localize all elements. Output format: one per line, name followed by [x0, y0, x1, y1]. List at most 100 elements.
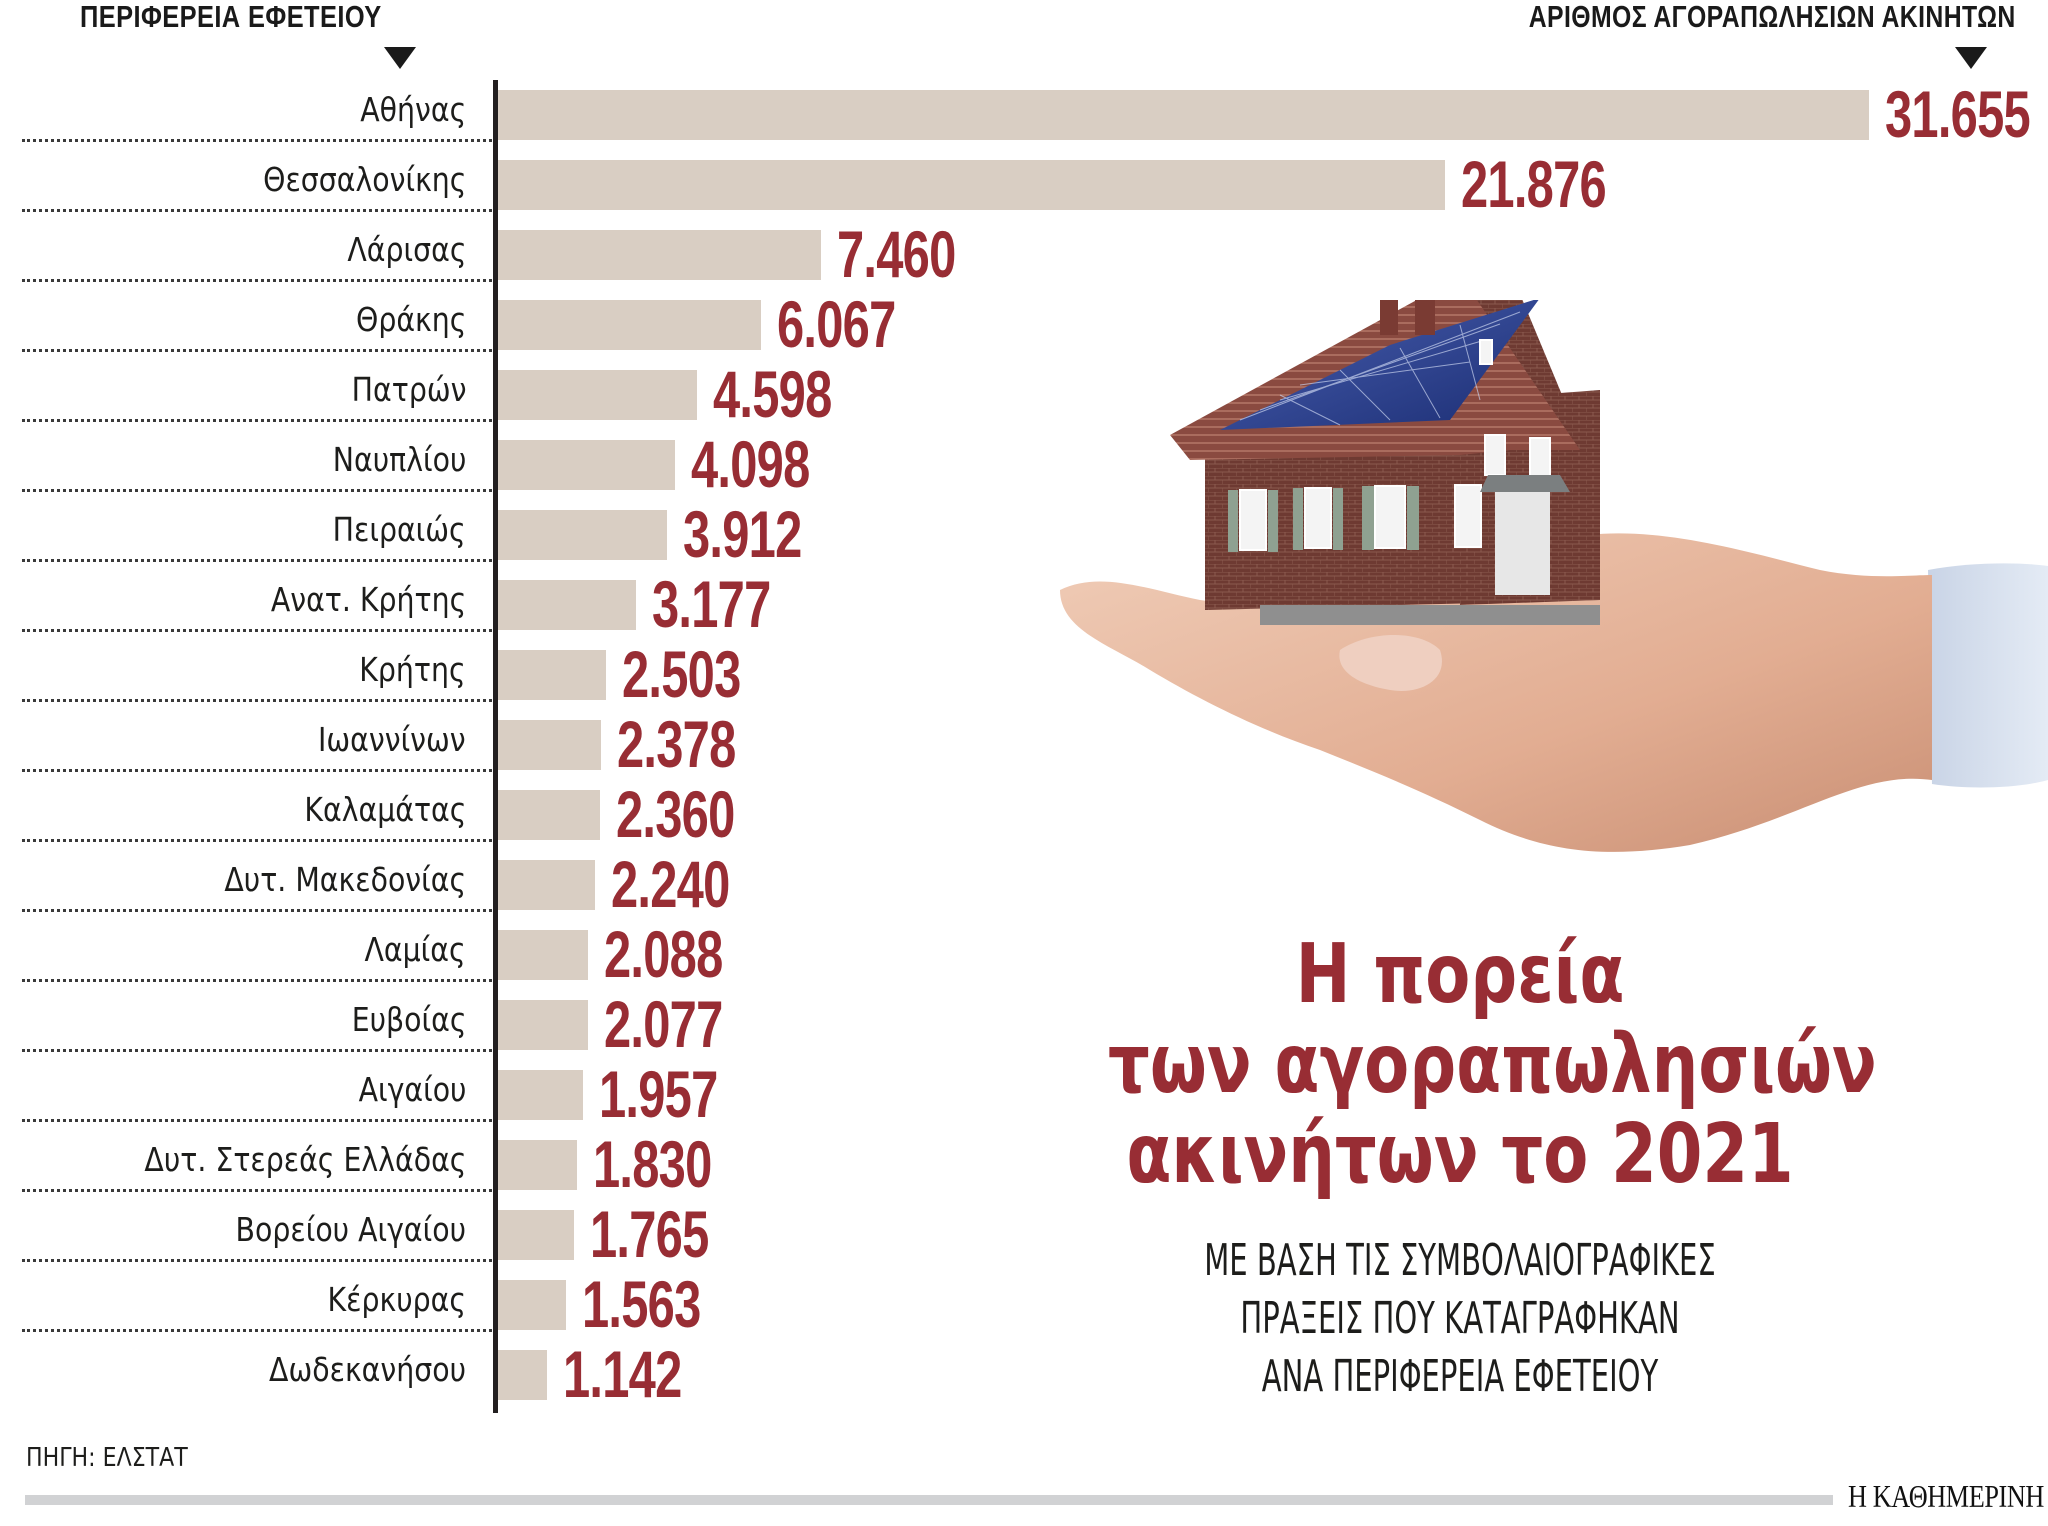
category-label: Αιγαίου	[358, 1070, 466, 1109]
value-label: 7.460	[837, 217, 956, 291]
chart-title: Η πορεία των αγοραπωλησιών ακινήτων το 2…	[1020, 930, 1900, 1200]
value-label: 4.098	[691, 427, 810, 501]
y-axis-line	[493, 80, 498, 1413]
row-divider	[22, 1049, 492, 1052]
bar	[498, 370, 697, 420]
value-label: 1.765	[590, 1197, 709, 1271]
row-divider	[22, 349, 492, 352]
bar-row: Αθήνας 31.655	[0, 80, 2048, 150]
value-label: 2.240	[611, 847, 730, 921]
bar	[498, 930, 588, 980]
row-divider	[22, 419, 492, 422]
row-divider	[22, 909, 492, 912]
category-label: Λαμίας	[364, 930, 466, 969]
value-label: 2.503	[622, 637, 741, 711]
bar	[498, 1350, 547, 1400]
x-axis-header: ΑΡΙΘΜΟΣ ΑΓΟΡΑΠΩΛΗΣΙΩΝ ΑΚΙΝΗΤΩΝ	[1529, 0, 2016, 34]
bar-row: Λαμίας 2.088	[0, 920, 2048, 990]
value-label: 1.563	[582, 1267, 701, 1341]
category-label: Πατρών	[351, 370, 466, 409]
bar	[498, 90, 1869, 140]
value-label: 21.876	[1461, 147, 1607, 221]
category-label: Κρήτης	[359, 650, 466, 689]
row-divider	[22, 559, 492, 562]
chart-subtitle: ΜΕ ΒΑΣΗ ΤΙΣ ΣΥΜΒΟΛΑΙΟΓΡΑΦΙΚΕΣ ΠΡΑΞΕΙΣ ΠΟ…	[1020, 1232, 1900, 1406]
row-divider	[22, 1329, 492, 1332]
source-note: ΠΗΓΗ: ΕΛΣΤΑΤ	[26, 1443, 188, 1473]
row-divider	[22, 279, 492, 282]
value-label: 1.830	[593, 1127, 712, 1201]
category-label: Βορείου Αιγαίου	[235, 1210, 466, 1249]
bar	[498, 790, 600, 840]
bar-row: Ιωαννίνων 2.378	[0, 710, 2048, 780]
category-label: Ευβοίας	[351, 1000, 466, 1039]
bar-row: Δυτ. Μακεδονίας 2.240	[0, 850, 2048, 920]
title-line-1: Η πορεία	[1295, 927, 1625, 1022]
row-divider	[22, 1259, 492, 1262]
row-divider	[22, 629, 492, 632]
bar-row: Αιγαίου 1.957	[0, 1060, 2048, 1130]
category-label: Ναυπλίου	[332, 440, 466, 479]
bar	[498, 720, 601, 770]
subtitle-line-1: ΜΕ ΒΑΣΗ ΤΙΣ ΣΥΜΒΟΛΑΙΟΓΡΑΦΙΚΕΣ	[1204, 1235, 1716, 1286]
title-line-3: ακινήτων το 2021	[1126, 1107, 1794, 1202]
bar-row: Κέρκυρας 1.563	[0, 1270, 2048, 1340]
value-label: 3.912	[683, 497, 802, 571]
row-divider	[22, 769, 492, 772]
triangle-down-icon	[384, 47, 416, 69]
footer-rule	[25, 1495, 1833, 1505]
category-label: Ανατ. Κρήτης	[270, 580, 466, 619]
bar	[498, 860, 595, 910]
house-in-hand-illustration	[1060, 300, 2048, 852]
bar	[498, 1210, 574, 1260]
bar	[498, 230, 821, 280]
subtitle-line-2: ΠΡΑΞΕΙΣ ΠΟΥ ΚΑΤΑΓΡΑΦΗΚΑΝ	[1240, 1293, 1680, 1344]
triangle-down-icon	[1955, 47, 1987, 69]
value-label: 31.655	[1885, 77, 2031, 151]
publisher-logo: Η ΚΑΘΗΜΕΡΙΝΗ	[1848, 1478, 2044, 1514]
row-divider	[22, 979, 492, 982]
bar	[498, 160, 1445, 210]
category-label: Δυτ. Μακεδονίας	[224, 860, 466, 899]
category-label: Θράκης	[355, 300, 466, 339]
category-label: Καλαμάτας	[303, 790, 466, 829]
bar-row: Λάρισας 7.460	[0, 220, 2048, 290]
category-label: Δυτ. Στερεάς Ελλάδας	[143, 1140, 466, 1179]
bar-row: Πατρών 4.598	[0, 360, 2048, 430]
value-label: 2.077	[604, 987, 723, 1061]
bar	[498, 580, 636, 630]
bar-row: Κρήτης 2.503	[0, 640, 2048, 710]
value-label: 2.378	[617, 707, 736, 781]
category-label: Θεσσαλονίκης	[262, 160, 466, 199]
row-divider	[22, 1119, 492, 1122]
bar	[498, 1140, 577, 1190]
value-label: 6.067	[777, 287, 896, 361]
bar	[498, 1000, 588, 1050]
value-label: 1.142	[563, 1337, 682, 1411]
bar	[498, 650, 606, 700]
bar	[498, 510, 667, 560]
title-line-2: των αγοραπωλησιών	[1108, 1017, 1877, 1112]
category-label: Αθήνας	[360, 90, 466, 129]
bar-row: Βορείου Αιγαίου 1.765	[0, 1200, 2048, 1270]
bar-row: Πειραιώς 3.912	[0, 500, 2048, 570]
category-label: Δωδεκανήσου	[269, 1350, 466, 1389]
bar-row: Ευβοίας 2.077	[0, 990, 2048, 1060]
bar	[498, 1280, 566, 1330]
value-label: 1.957	[599, 1057, 718, 1131]
value-label: 4.598	[713, 357, 832, 431]
row-divider	[22, 839, 492, 842]
y-axis-header: ΠΕΡΙΦΕΡΕΙΑ ΕΦΕΤΕΙΟΥ	[80, 0, 382, 34]
row-divider	[22, 489, 492, 492]
category-label: Κέρκυρας	[327, 1280, 466, 1319]
value-label: 2.088	[604, 917, 723, 991]
subtitle-line-3: ΑΝΑ ΠΕΡΙΦΕΡΕΙΑ ΕΦΕΤΕΙΟΥ	[1261, 1351, 1659, 1402]
bar	[498, 1070, 583, 1120]
row-divider	[22, 139, 492, 142]
row-divider	[22, 209, 492, 212]
bar-row: Καλαμάτας 2.360	[0, 780, 2048, 850]
bar-row: Δυτ. Στερεάς Ελλάδας 1.830	[0, 1130, 2048, 1200]
value-label: 3.177	[652, 567, 771, 641]
bar	[498, 440, 675, 490]
bar-row: Θεσσαλονίκης 21.876	[0, 150, 2048, 220]
